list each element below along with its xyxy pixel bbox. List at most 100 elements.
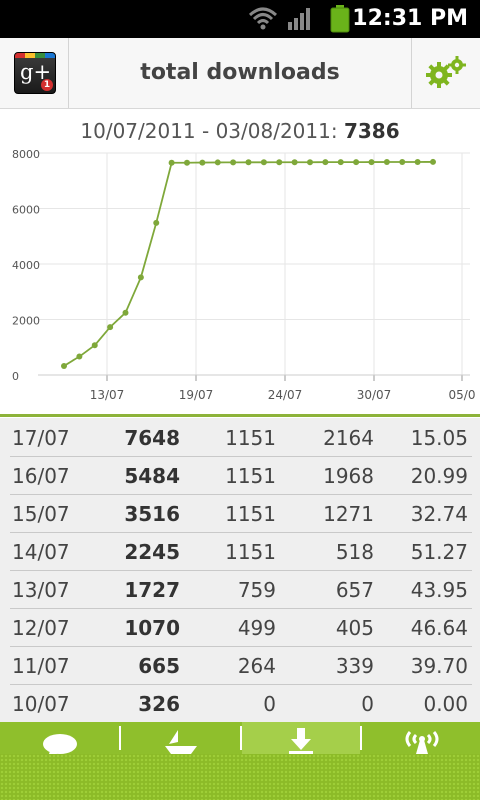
row-total: 2245 — [124, 540, 180, 564]
data-point — [76, 353, 83, 360]
row-date: 14/07 — [12, 540, 70, 564]
y-tick-label: 6000 — [12, 204, 40, 217]
google-plus-icon: g+ 1 — [14, 52, 56, 94]
row-date: 12/07 — [12, 616, 70, 640]
data-point — [61, 362, 67, 369]
data-point — [214, 159, 221, 166]
tab-separator — [360, 726, 362, 750]
data-point — [199, 159, 206, 166]
row-total: 1727 — [124, 578, 180, 602]
row-col3: 2164 — [323, 426, 374, 450]
y-tick-label: 2000 — [12, 315, 40, 328]
data-point — [137, 274, 144, 281]
antenna-icon — [405, 731, 439, 754]
row-col3: 657 — [335, 578, 374, 602]
x-tick-label: 13/07 — [90, 388, 125, 402]
downloads-table: 17/07 7648 1151 2164 15.05 16/07 5484 1151 1968 2… — [0, 418, 480, 722]
row-col3: 339 — [335, 654, 374, 678]
row-col4: 43.95 — [410, 578, 468, 602]
table-row[interactable]: 15/07 3516 1151 1271 32.74 — [10, 494, 472, 533]
row-col2: 1151 — [225, 464, 276, 488]
data-point — [322, 159, 329, 166]
tab-boat[interactable] — [121, 722, 240, 754]
data-point — [337, 159, 344, 166]
data-point — [383, 159, 390, 166]
data-point — [399, 158, 406, 165]
row-date: 15/07 — [12, 502, 70, 526]
row-col3: 1968 — [323, 464, 374, 488]
table-row[interactable]: 17/07 7648 1151 2164 15.05 — [10, 418, 472, 457]
tabbar-texture — [0, 754, 480, 800]
x-tick-label: 24/07 — [268, 388, 303, 402]
gears-icon — [426, 56, 466, 88]
row-col3: 0 — [361, 692, 374, 716]
row-col3: 518 — [335, 540, 374, 564]
row-col4: 32.74 — [410, 502, 468, 526]
row-col2: 759 — [237, 578, 276, 602]
boat-icon — [165, 730, 197, 754]
tab-separator — [240, 726, 242, 750]
table-row[interactable]: 14/07 2245 1151 518 51.27 — [10, 532, 472, 571]
row-col2: 1151 — [225, 426, 276, 450]
row-total: 326 — [138, 692, 180, 716]
row-date: 13/07 — [12, 578, 70, 602]
data-point — [230, 159, 237, 166]
data-point — [107, 324, 114, 331]
table-row[interactable]: 12/07 1070 499 405 46.64 — [10, 608, 472, 647]
row-col4: 46.64 — [410, 616, 468, 640]
row-date: 11/07 — [12, 654, 70, 678]
y-tick-label: 4000 — [12, 259, 40, 272]
x-tick-label: 19/07 — [179, 388, 214, 402]
data-point — [291, 159, 298, 166]
clock: 12:31 PM — [352, 6, 468, 31]
row-date: 17/07 — [12, 426, 70, 450]
row-total: 1070 — [124, 616, 180, 640]
row-total: 665 — [138, 654, 180, 678]
downloads-chart: 10/07/2011 - 03/08/2011: 7386 0 2000 4000 6… — [0, 109, 480, 415]
battery-icon — [330, 5, 350, 33]
y-tick-label: 0 — [12, 370, 19, 383]
row-col4: 20.99 — [410, 464, 468, 488]
row-col2: 499 — [237, 616, 276, 640]
data-point — [307, 159, 313, 166]
row-col4: 39.70 — [410, 654, 468, 678]
data-point — [122, 309, 129, 316]
data-point — [168, 159, 175, 166]
google-plus-button[interactable]: g+ 1 — [0, 38, 69, 108]
data-point — [414, 158, 421, 165]
bottom-tab-bar — [0, 722, 480, 800]
tab-downloads[interactable] — [242, 722, 360, 754]
data-point — [245, 159, 252, 166]
app-header: g+ 1 total downloads — [0, 38, 480, 109]
row-date: 16/07 — [12, 464, 70, 488]
signal-icon — [288, 8, 310, 30]
table-row[interactable]: 11/07 665 264 339 39.70 — [10, 646, 472, 685]
x-tick-label: 30/07 — [357, 388, 392, 402]
data-point — [430, 158, 436, 165]
tab-comments[interactable] — [0, 722, 120, 760]
table-row[interactable]: 16/07 5484 1151 1968 20.99 — [10, 456, 472, 495]
y-tick-label: 8000 — [12, 148, 40, 161]
table-row[interactable]: 10/07 326 0 0 0.00 — [10, 684, 472, 722]
wifi-icon — [248, 7, 278, 30]
data-point — [368, 159, 375, 166]
data-point — [353, 159, 360, 166]
row-date: 10/07 — [12, 692, 70, 716]
table-row[interactable]: 13/07 1727 759 657 43.95 — [10, 570, 472, 609]
chart-plot: 0 2000 4000 6000 8000 13/07 19/07 24/07 30/07 05/… — [12, 148, 476, 402]
data-point — [184, 159, 190, 166]
tab-network[interactable] — [362, 722, 480, 754]
row-col4: 0.00 — [423, 692, 468, 716]
chart-divider — [0, 414, 480, 417]
row-col3: 405 — [335, 616, 374, 640]
row-total: 5484 — [124, 464, 180, 488]
row-col2: 0 — [263, 692, 276, 716]
row-col2: 264 — [237, 654, 276, 678]
x-tick-label: 05/0 — [449, 388, 476, 402]
settings-button[interactable] — [411, 38, 480, 108]
row-col2: 1151 — [225, 540, 276, 564]
data-point — [153, 219, 160, 226]
row-col3: 1271 — [323, 502, 374, 526]
data-point — [91, 342, 98, 349]
status-bar: 12:31 PM — [0, 0, 480, 38]
